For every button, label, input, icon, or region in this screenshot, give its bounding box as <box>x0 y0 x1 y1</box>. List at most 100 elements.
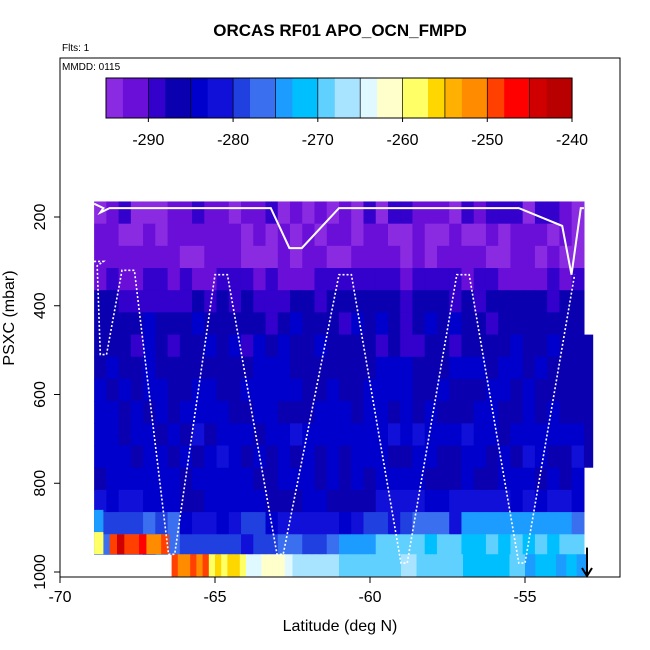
heatmap-cell <box>216 268 230 291</box>
heatmap-cell <box>241 312 254 336</box>
heatmap-cell <box>204 401 218 424</box>
heatmap-cell <box>302 334 316 358</box>
heatmap-cell <box>461 223 475 247</box>
heatmap-cell <box>177 554 185 577</box>
heatmap-cell <box>208 554 216 577</box>
heatmap-cell <box>155 223 169 247</box>
heatmap-cell <box>547 467 561 491</box>
heatmap-cell <box>118 223 132 247</box>
heatmap-cell <box>326 334 340 358</box>
heatmap-cell <box>498 489 512 513</box>
colorbar-cell <box>233 78 243 118</box>
colorbar-cell <box>538 78 548 118</box>
heatmap-cell <box>473 467 487 491</box>
heatmap-cell <box>473 312 487 336</box>
heatmap-cell <box>547 445 561 469</box>
heatmap-cell <box>387 423 401 447</box>
heatmap-cell <box>424 201 438 225</box>
flights-note: Flts: 1 <box>62 43 90 54</box>
heatmap-cell <box>522 401 536 424</box>
heatmap-cell <box>204 245 218 269</box>
heatmap-cell <box>109 534 118 555</box>
heatmap-cell <box>498 245 512 269</box>
heatmap-cell <box>155 423 169 447</box>
heatmap-cell <box>265 423 279 447</box>
heatmap-cell <box>510 423 524 447</box>
colorbar-cell <box>504 78 514 118</box>
heatmap-cell <box>130 512 144 535</box>
heatmap-cell <box>204 334 218 358</box>
heatmap-cell <box>253 290 267 314</box>
heatmap-cell <box>130 312 144 336</box>
colorbar-cell <box>122 78 133 118</box>
heatmap-cell <box>130 401 144 424</box>
heatmap-cell <box>571 467 585 491</box>
heatmap-cell <box>387 401 401 424</box>
heatmap-cell <box>547 268 561 291</box>
heatmap-cell <box>400 401 414 424</box>
heatmap-cell <box>449 401 463 424</box>
heatmap-cell <box>449 423 463 447</box>
heatmap-cell <box>253 489 267 513</box>
heatmap-cell <box>216 334 230 358</box>
heatmap-cell <box>400 290 414 314</box>
heatmap-cell <box>400 201 414 225</box>
heatmap-cell <box>449 378 463 402</box>
heatmap-cell <box>424 467 438 491</box>
heatmap-cell <box>485 445 499 469</box>
heatmap-cell <box>473 423 487 447</box>
heatmap-cell <box>94 290 107 314</box>
heatmap-cell <box>449 268 463 291</box>
heatmap-cell <box>290 534 303 555</box>
heatmap-cell <box>375 312 389 336</box>
heatmap-cell <box>94 223 107 247</box>
y-tick-label: 1000 <box>32 554 49 590</box>
heatmap-cell <box>498 356 512 380</box>
heatmap-cell <box>323 554 332 577</box>
heatmap-cell <box>559 423 573 447</box>
heatmap-cell <box>522 512 536 535</box>
heatmap-cell <box>94 356 107 380</box>
heatmap-cell <box>94 245 107 269</box>
heatmap-cell <box>179 290 193 314</box>
colorbar-cell <box>563 78 573 118</box>
arrow-head <box>581 567 593 578</box>
heatmap-cell <box>473 489 487 513</box>
heatmap-cell <box>204 489 218 513</box>
heatmap-cell <box>571 378 585 402</box>
colorbar-cell <box>131 78 141 118</box>
y-tick-label: 600 <box>32 381 49 408</box>
heatmap-cell <box>351 534 365 555</box>
colorbar-cell <box>139 78 149 118</box>
heatmap-cell <box>339 356 352 380</box>
heatmap-cell <box>302 445 316 469</box>
heatmap-cell <box>241 268 254 291</box>
heatmap-cell <box>130 290 144 314</box>
colorbar-cell <box>283 78 293 118</box>
heatmap-cell <box>155 201 169 225</box>
heatmap-cell <box>228 245 242 269</box>
heatmap-cell <box>412 489 426 513</box>
heatmap-cell <box>130 445 144 469</box>
heatmap-cell <box>510 290 524 314</box>
heatmap-cell <box>179 201 193 225</box>
colorbar-cell <box>377 78 387 118</box>
heatmap-cell <box>253 423 267 447</box>
heatmap-cell <box>118 378 132 402</box>
x-axis-label: Latitude (deg N) <box>283 618 398 635</box>
heatmap-cell <box>204 423 218 447</box>
heatmap-cell <box>326 512 340 535</box>
heatmap-cell <box>351 423 365 447</box>
heatmap-cell <box>290 201 303 225</box>
heatmap-cell <box>265 312 279 336</box>
heatmap-cell <box>179 223 193 247</box>
heatmap-cell <box>179 423 193 447</box>
heatmap-cell <box>106 312 120 336</box>
heatmap-cell <box>290 356 303 380</box>
heatmap-cell <box>192 268 205 291</box>
heatmap-cell <box>436 268 450 291</box>
heatmap-cell <box>290 334 303 358</box>
colorbar-cell <box>334 78 344 118</box>
heatmap-cell <box>351 401 365 424</box>
heatmap-cell <box>436 467 450 491</box>
